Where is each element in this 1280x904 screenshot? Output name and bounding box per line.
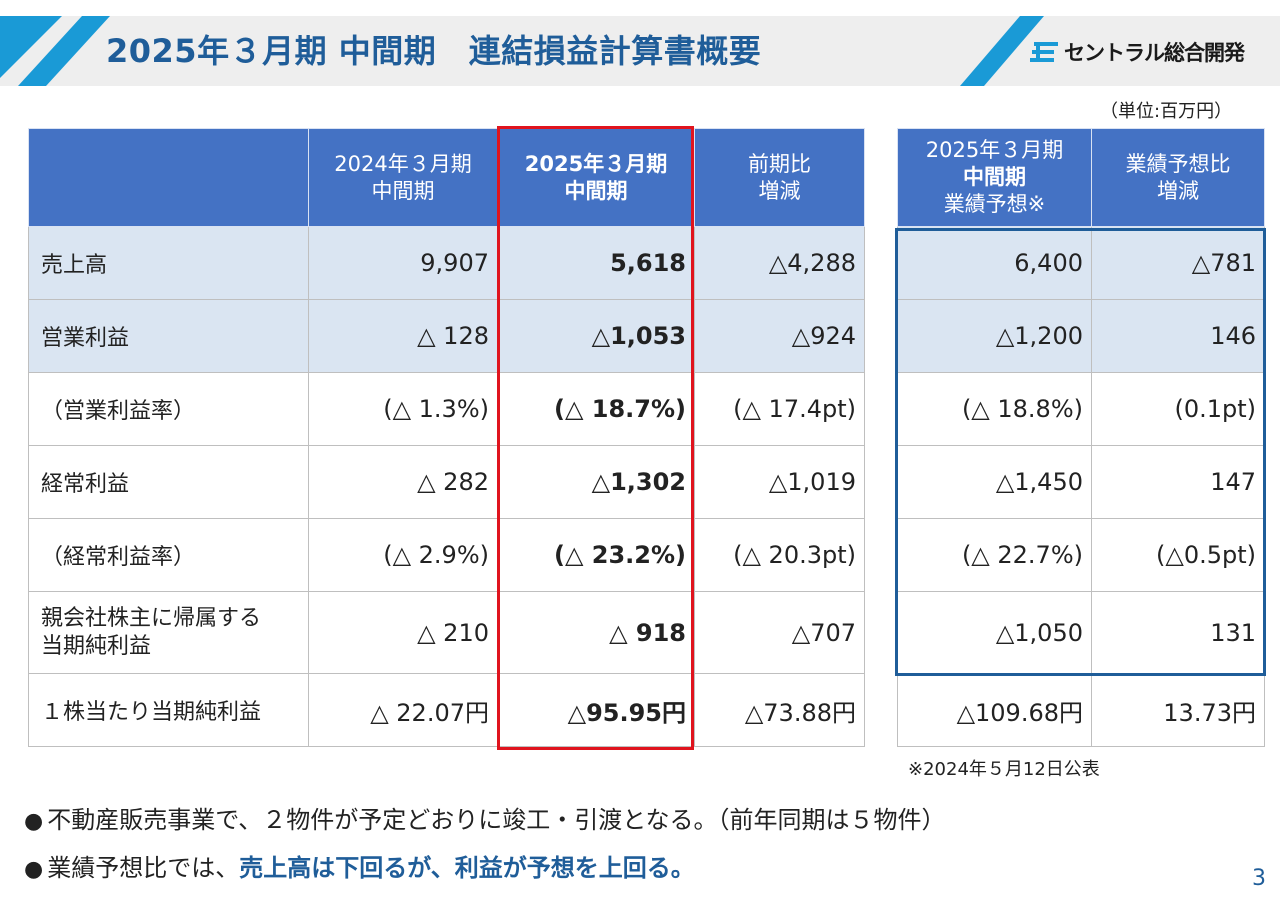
bullet-icon: ● (24, 809, 44, 834)
header-yoy-change: 前期比 増減 (694, 128, 865, 227)
header-current-period: 2025年３月期 中間期 (497, 128, 695, 227)
header-prev-period: 2024年３月期 中間期 (308, 128, 498, 227)
bullet-text: 業績予想比では、 (47, 854, 240, 882)
row-label: １株当たり当期純利益 (28, 673, 309, 747)
header-diff-line1: 前期比 (748, 151, 811, 176)
row-label: 経常利益 (28, 445, 309, 519)
cell-diff: △707 (694, 591, 865, 674)
table-row: 経常利益 △ 282 △1,302 △1,019 (28, 445, 865, 519)
cell-forecast: △109.68円 (897, 673, 1092, 747)
company-logo: セントラル総合開発 (1030, 36, 1245, 68)
cell-forecast: 6,400 (897, 226, 1092, 300)
row-label: （経常利益率） (28, 518, 309, 592)
cell-forecast: △1,200 (897, 299, 1092, 373)
header-stripe-right (960, 16, 1044, 86)
header-forecast-change: 業績予想比 増減 (1091, 128, 1265, 227)
header-fcdiff-line2: 増減 (1157, 178, 1199, 203)
header-fcdiff-line1: 業績予想比 (1125, 151, 1231, 176)
cell-diff: (△ 17.4pt) (694, 372, 865, 446)
header-stripe-left (0, 16, 110, 86)
forecast-table: 2025年３月期 中間期 業績予想※ 業績予想比 増減 6,400 △781 △… (897, 128, 1265, 747)
cell-diff: △924 (694, 299, 865, 373)
cell-curr: 5,618 (497, 226, 695, 300)
row-label: 親会社株主に帰属する 当期純利益 (28, 591, 309, 674)
table-row: 営業利益 △ 128 △1,053 △924 (28, 299, 865, 373)
table-row: 売上高 9,907 5,618 △4,288 (28, 226, 865, 300)
header-prev-line1: 2024年３月期 (334, 151, 472, 176)
table-header-row: 2025年３月期 中間期 業績予想※ 業績予想比 増減 (897, 128, 1265, 227)
bullet-point: ● 業績予想比では、売上高は下回るが、利益が予想を上回る。 (24, 848, 695, 883)
table-row: △1,450 147 (897, 445, 1265, 519)
cell-forecast: △1,050 (897, 591, 1092, 674)
table-row: （経常利益率） (△ 2.9%) (△ 23.2%) (△ 20.3pt) (28, 518, 865, 592)
table-row: (△ 22.7%) (△0.5pt) (897, 518, 1265, 592)
cell-curr: △1,302 (497, 445, 695, 519)
cell-diff: (△ 20.3pt) (694, 518, 865, 592)
cell-prev: △ 282 (308, 445, 498, 519)
table-row: (△ 18.8%) (0.1pt) (897, 372, 1265, 446)
forecast-footnote: ※2024年５月12日公表 (908, 759, 1100, 780)
cell-forecast: (△ 22.7%) (897, 518, 1092, 592)
header-curr-line1: 2025年３月期 (524, 151, 668, 176)
cell-prev: △ 128 (308, 299, 498, 373)
table-row: （営業利益率） (△ 1.3%) (△ 18.7%) (△ 17.4pt) (28, 372, 865, 446)
cell-prev: (△ 1.3%) (308, 372, 498, 446)
cell-prev: (△ 2.9%) (308, 518, 498, 592)
row-label: （営業利益率） (28, 372, 309, 446)
row-label: 売上高 (28, 226, 309, 300)
row-label-line2: 当期純利益 (41, 633, 152, 659)
cell-forecast: △1,450 (897, 445, 1092, 519)
logo-mark-icon (1030, 42, 1058, 62)
table-row: 6,400 △781 (897, 226, 1265, 300)
table-header-row: 2024年３月期 中間期 2025年３月期 中間期 前期比 増減 (28, 128, 865, 227)
cell-forecast: (△ 18.8%) (897, 372, 1092, 446)
cell-prev: 9,907 (308, 226, 498, 300)
cell-forecast-diff: 147 (1091, 445, 1265, 519)
bullet-highlight: 売上高は下回るが、利益が予想を上回る。 (239, 854, 695, 882)
cell-diff: △73.88円 (694, 673, 865, 747)
cell-forecast-diff: (0.1pt) (1091, 372, 1265, 446)
logo-text: セントラル総合開発 (1064, 41, 1245, 65)
row-label-line1: 親会社株主に帰属する (41, 605, 262, 631)
results-table: 2024年３月期 中間期 2025年３月期 中間期 前期比 増減 売上高 9,9… (28, 128, 865, 747)
cell-prev: △ 22.07円 (308, 673, 498, 747)
header-fc-line3: 業績予想※ (943, 192, 1046, 216)
header-curr-line2: 中間期 (564, 178, 628, 203)
header-band (0, 16, 1280, 86)
bullet-point: ● 不動産販売事業で、２物件が予定どおりに竣工・引渡となる。（前年同期は５物件） (24, 800, 946, 835)
cell-forecast-diff: 131 (1091, 591, 1265, 674)
cell-forecast-diff: 13.73円 (1091, 673, 1265, 747)
header-diff-line2: 増減 (758, 178, 801, 203)
bullet-icon: ● (24, 857, 44, 882)
cell-curr: △1,053 (497, 299, 695, 373)
cell-curr: (△ 23.2%) (497, 518, 695, 592)
header-blank (28, 128, 309, 227)
page-number: 3 (1252, 866, 1266, 891)
header-forecast: 2025年３月期 中間期 業績予想※ (897, 128, 1092, 227)
header-fc-line2: 中間期 (963, 165, 1026, 189)
unit-label: （単位:百万円） (1100, 101, 1233, 122)
cell-diff: △4,288 (694, 226, 865, 300)
header-prev-line2: 中間期 (371, 178, 435, 203)
cell-forecast-diff: △781 (1091, 226, 1265, 300)
cell-diff: △1,019 (694, 445, 865, 519)
table-row: △1,200 146 (897, 299, 1265, 373)
page-title: 2025年３月期 中間期 連結損益計算書概要 (106, 32, 762, 70)
cell-curr: (△ 18.7%) (497, 372, 695, 446)
table-row: １株当たり当期純利益 △ 22.07円 △95.95円 △73.88円 (28, 673, 865, 747)
table-row: △109.68円 13.73円 (897, 673, 1265, 747)
table-row: 親会社株主に帰属する 当期純利益 △ 210 △ 918 △707 (28, 591, 865, 674)
cell-forecast-diff: (△0.5pt) (1091, 518, 1265, 592)
row-label: 営業利益 (28, 299, 309, 373)
cell-prev: △ 210 (308, 591, 498, 674)
table-row: △1,050 131 (897, 591, 1265, 674)
header-fc-line1: 2025年３月期 (925, 138, 1064, 162)
cell-forecast-diff: 146 (1091, 299, 1265, 373)
cell-curr: △ 918 (497, 591, 695, 674)
cell-curr: △95.95円 (497, 673, 695, 747)
bullet-text: 不動産販売事業で、２物件が予定どおりに竣工・引渡となる。（前年同期は５物件） (47, 806, 946, 834)
